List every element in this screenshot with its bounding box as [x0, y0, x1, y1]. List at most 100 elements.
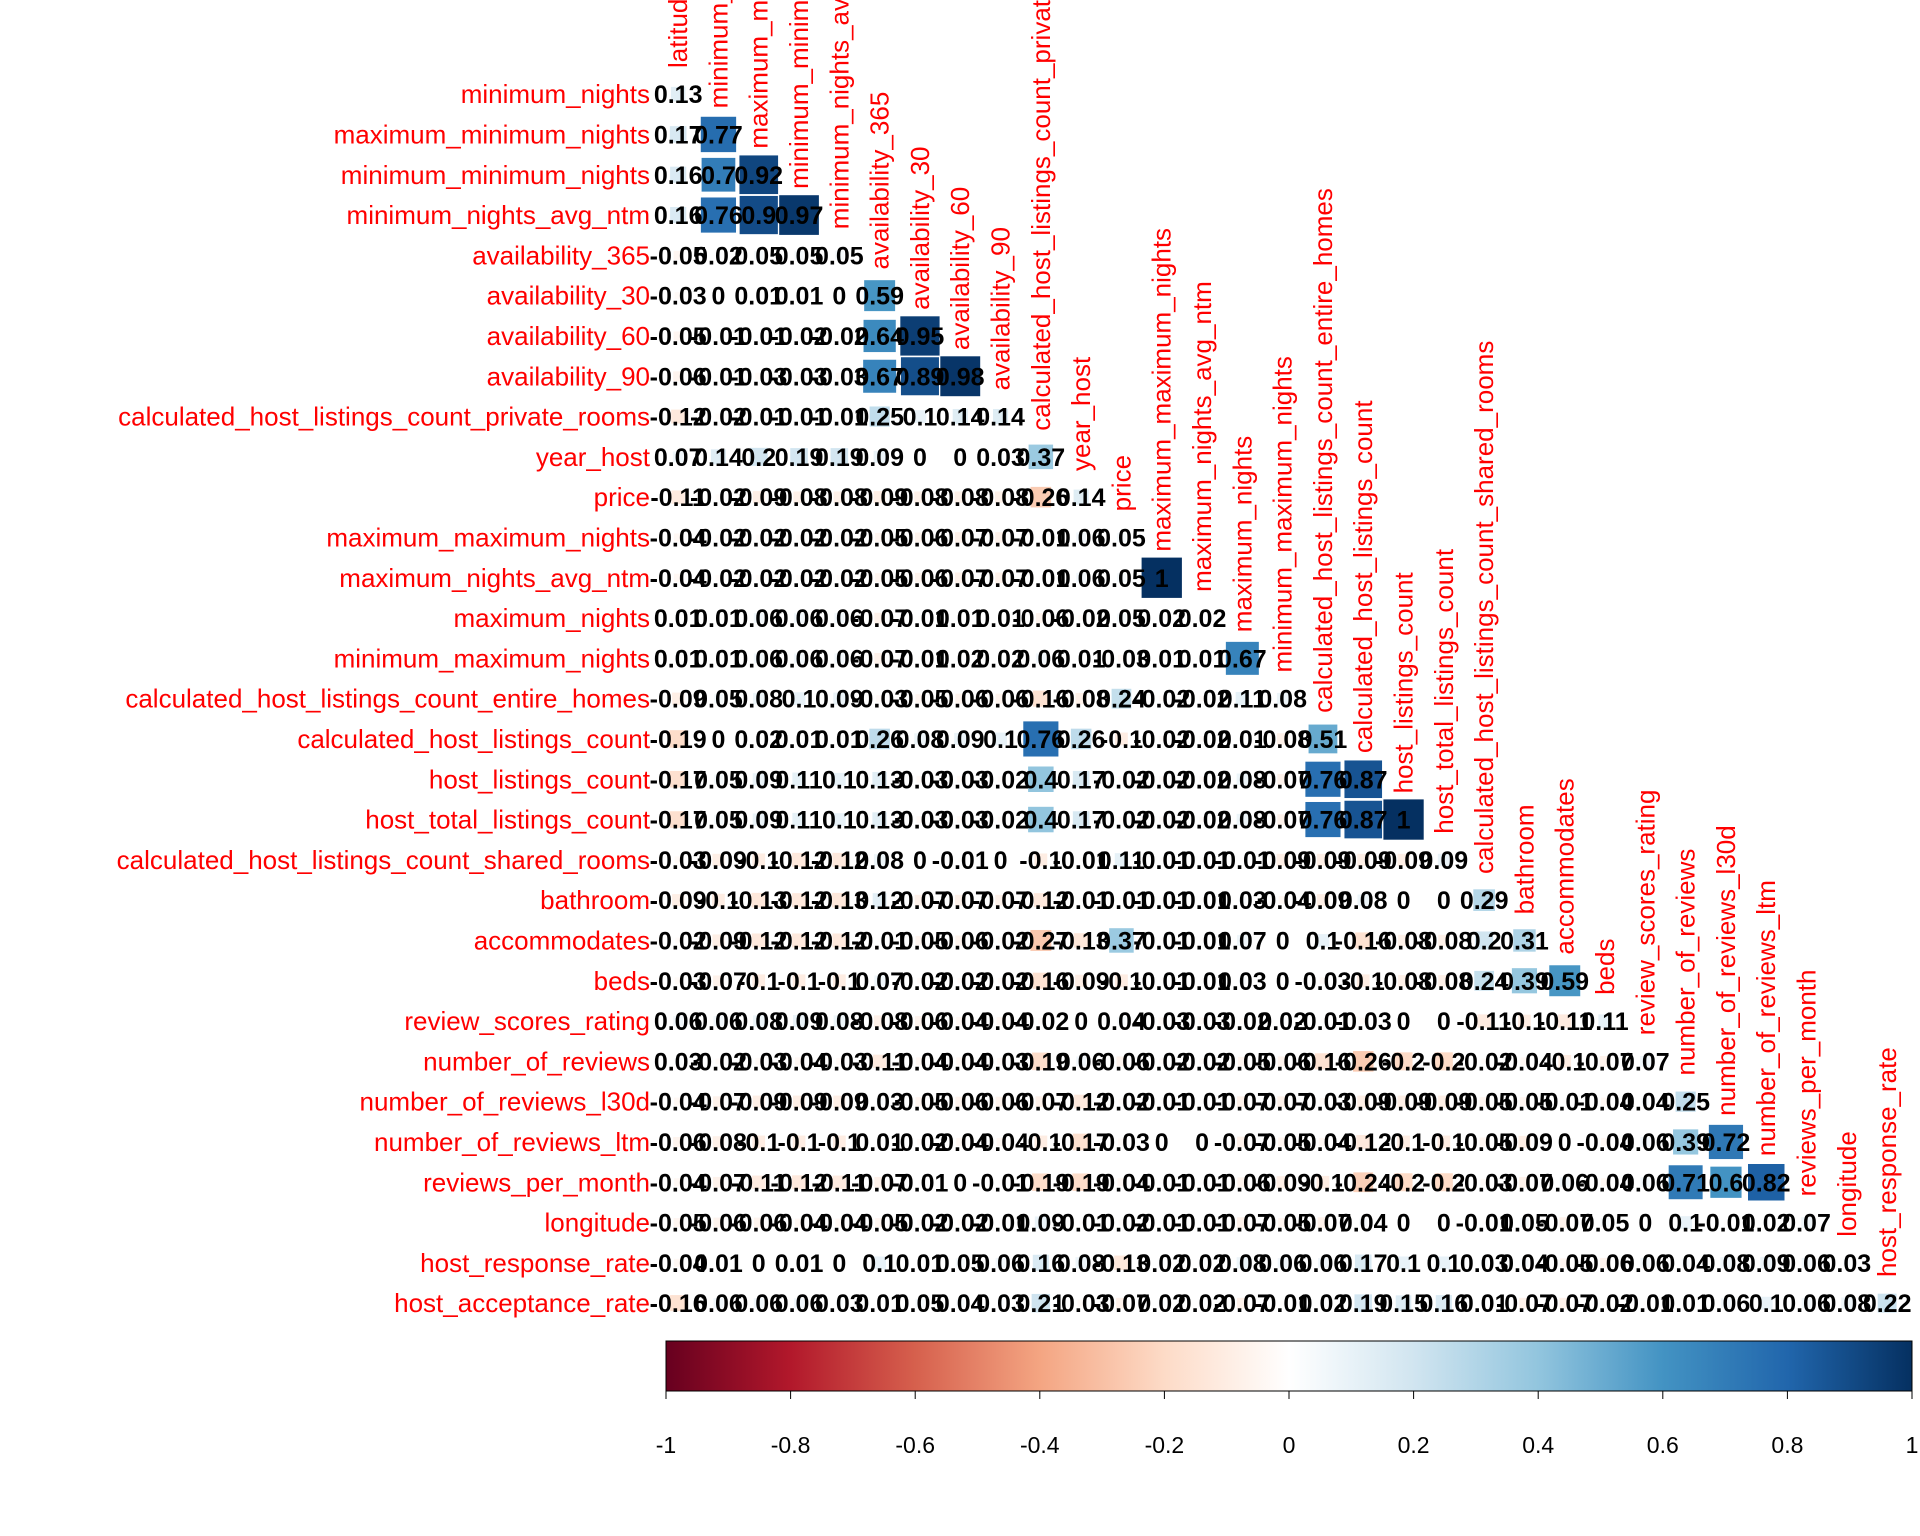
heatmap-cell [1675, 1091, 1696, 1112]
cell-value-label: -0.04 [650, 1250, 707, 1278]
heatmap-cell [873, 1015, 886, 1027]
cell-value-label: 0.02 [1178, 605, 1227, 633]
row-label: review_scores_rating [404, 1006, 650, 1036]
cell-value-label: -0.11 [852, 1048, 908, 1076]
cell-value-label: -0.08 [1053, 686, 1110, 714]
column-label: latitude [663, 0, 693, 68]
cell-value-label: -0.05 [650, 323, 707, 351]
heatmap-cell [1748, 1164, 1785, 1201]
cell-value-label: -0.09 [650, 686, 707, 714]
heatmap-cell [1549, 965, 1581, 997]
cell-value-label: 0.01 [654, 605, 703, 633]
heatmap-cell [956, 1017, 965, 1026]
cell-value-label: 0.01 [694, 1250, 743, 1278]
heatmap-cell [1640, 1056, 1651, 1067]
cell-value-label: 0.02 [1137, 1290, 1186, 1318]
heatmap-cell [1240, 857, 1245, 862]
cell-value-label: -0.07 [1536, 1210, 1593, 1238]
cell-value-label: -0.03 [650, 968, 707, 996]
cell-value-label: -0.06 [891, 1008, 948, 1036]
heatmap-cell [1519, 1297, 1530, 1309]
cell-value-label: 0.03 [1218, 968, 1267, 996]
cell-value-label: -0.09 [1294, 847, 1351, 875]
heatmap-cell [713, 1217, 724, 1228]
heatmap-cell [716, 374, 721, 379]
heatmap-cell [832, 892, 847, 908]
heatmap-cell [1079, 656, 1084, 661]
cell-value-label: 0.92 [734, 162, 783, 190]
cell-value-label: 0.04 [1097, 1008, 1146, 1036]
heatmap-cell [752, 773, 765, 786]
heatmap-cell [836, 534, 843, 541]
cell-value-label: -0.02 [1577, 1290, 1634, 1318]
heatmap-cell [752, 1175, 766, 1189]
heatmap-cell [672, 894, 685, 907]
cell-value-label: -0.05 [650, 242, 707, 270]
cell-value-label: 0.09 [1420, 847, 1469, 875]
column-label: maximum_nights [1227, 436, 1257, 633]
cell-value-label: 0.4 [1023, 766, 1058, 794]
cell-value-label: 0 [711, 283, 725, 311]
heatmap-cell [1319, 977, 1327, 985]
heatmap-cell [1723, 1220, 1728, 1225]
cell-value-label: 0.06 [1782, 1250, 1831, 1278]
cell-value-label: -0.09 [851, 484, 908, 512]
cell-value-label: -0.02 [891, 968, 948, 996]
cell-value-label: 0.03 [976, 444, 1025, 472]
cell-value-label: 0.1 [822, 807, 857, 835]
heatmap-cell [956, 775, 964, 783]
heatmap-cell [670, 206, 687, 224]
row-label: availability_60 [487, 321, 650, 351]
cell-value-label: -0.04 [811, 1210, 868, 1238]
heatmap-cell [701, 157, 736, 192]
cell-value-label: -0.01 [1053, 1210, 1110, 1238]
cell-value-label: -0.04 [891, 1048, 948, 1076]
cell-value-label: 0.02 [734, 726, 783, 754]
cell-value-label: -0.06 [1214, 1169, 1271, 1197]
heatmap-cell [716, 616, 721, 621]
cell-value-label: -0.11 [650, 484, 706, 512]
heatmap-cell [1116, 573, 1126, 583]
cell-value-label: 0.16 [1017, 1250, 1066, 1278]
row-label: host_total_listings_count [365, 805, 651, 835]
column-label: availability_30 [905, 146, 935, 309]
heatmap-cell [1598, 1014, 1612, 1028]
cell-value-label: -0.01 [1697, 1210, 1754, 1238]
heatmap-cell [796, 574, 802, 581]
heatmap-cell [794, 613, 804, 623]
cell-value-label: 0.95 [896, 323, 945, 351]
heatmap-cell [1119, 898, 1124, 903]
heatmap-cell [1199, 615, 1205, 621]
heatmap-cell [712, 934, 725, 947]
cell-value-label: -0.08 [891, 484, 948, 512]
heatmap-cell [915, 1298, 925, 1308]
heatmap-cell [1602, 1300, 1608, 1306]
heatmap-cell [713, 694, 723, 704]
cell-value-label: -0.02 [891, 1210, 948, 1238]
cell-value-label: -0.02 [690, 484, 747, 512]
cell-value-label: 0.04 [1621, 1089, 1670, 1117]
cell-value-label: -0.01 [932, 847, 989, 875]
cell-value-label: -0.13 [1053, 927, 1110, 955]
row-label: longitude [544, 1208, 650, 1238]
column-label: calculated_host_listings_count_entire_ho… [1308, 188, 1338, 713]
cell-value-label: -0.04 [1577, 1169, 1634, 1197]
cell-value-label: -0.07 [1254, 766, 1311, 794]
heatmap-cell [1159, 978, 1164, 983]
cell-value-label: 0.13 [654, 81, 703, 109]
column-label: longitude [1832, 1131, 1862, 1237]
heatmap-cell [674, 1097, 683, 1106]
heatmap-cell [1759, 1296, 1773, 1310]
colorbar: -1 -0.8 -0.6 -0.4 -0.2 0 0.2 0.4 0.6 0.8 1 [656, 1340, 1918, 1458]
heatmap-cell [1158, 1300, 1165, 1306]
cell-value-label: 0.01 [734, 283, 783, 311]
cell-value-label: -0.08 [1375, 927, 1432, 955]
cell-value-label: 0.82 [1742, 1169, 1791, 1197]
cell-value-label: -0.2 [1422, 1169, 1465, 1197]
heatmap-cell [1236, 773, 1249, 785]
cell-value-label: -0.12 [1335, 1129, 1392, 1157]
cell-value-label: -0.01 [1133, 1210, 1190, 1238]
heatmap-cell [792, 852, 807, 867]
cell-value-label: 0.05 [1097, 605, 1146, 633]
cell-value-label: 0.05 [694, 686, 743, 714]
